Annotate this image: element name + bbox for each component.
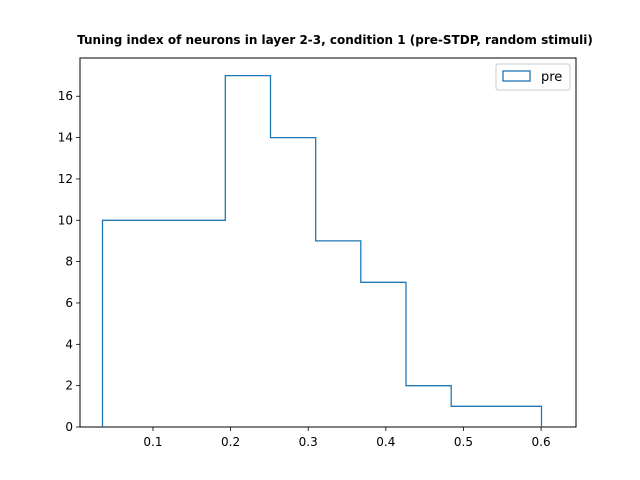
- y-tick-label: 12: [58, 172, 73, 186]
- y-tick-label: 4: [65, 337, 73, 351]
- histogram-bin: [225, 76, 270, 427]
- y-tick-label: 10: [58, 213, 73, 227]
- plot-area: 0.1 0.2 0.3 0.4 0.5 0.6 0 2 4 6 8 10 12 14 16: [58, 57, 577, 449]
- x-tick-label: 0.4: [376, 435, 395, 449]
- axes-frame: [79, 57, 577, 428]
- histogram-step-line: [101, 74, 543, 427]
- chart-title: Tuning index of neurons in layer 2-3, co…: [77, 33, 593, 47]
- x-tick-label: 0.3: [299, 435, 318, 449]
- histogram-bins: [103, 76, 542, 427]
- legend: pre: [495, 63, 571, 91]
- x-axis-ticks: 0.1 0.2 0.3 0.4 0.5 0.6: [143, 427, 551, 449]
- histogram-bin: [316, 241, 361, 427]
- y-tick-label: 0: [65, 420, 73, 434]
- y-tick-label: 14: [58, 131, 73, 145]
- y-tick-label: 2: [65, 379, 73, 393]
- x-tick-label: 0.5: [454, 435, 473, 449]
- histogram-bin: [361, 282, 406, 427]
- x-tick-label: 0.1: [143, 435, 162, 449]
- histogram-bin: [406, 386, 451, 427]
- x-tick-label: 0.6: [532, 435, 551, 449]
- y-tick-label: 8: [65, 255, 73, 269]
- legend-label-pre: pre: [541, 70, 562, 85]
- histogram-bin: [451, 406, 496, 427]
- y-tick-label: 16: [58, 89, 73, 103]
- x-tick-label: 0.2: [221, 435, 240, 449]
- histogram-bin: [270, 138, 315, 427]
- histogram-bin: [103, 220, 226, 427]
- y-axis-ticks: 0 2 4 6 8 10 12 14 16: [58, 89, 80, 434]
- y-tick-label: 6: [65, 296, 73, 310]
- legend-swatch: [502, 70, 531, 82]
- histogram-bin: [496, 406, 541, 427]
